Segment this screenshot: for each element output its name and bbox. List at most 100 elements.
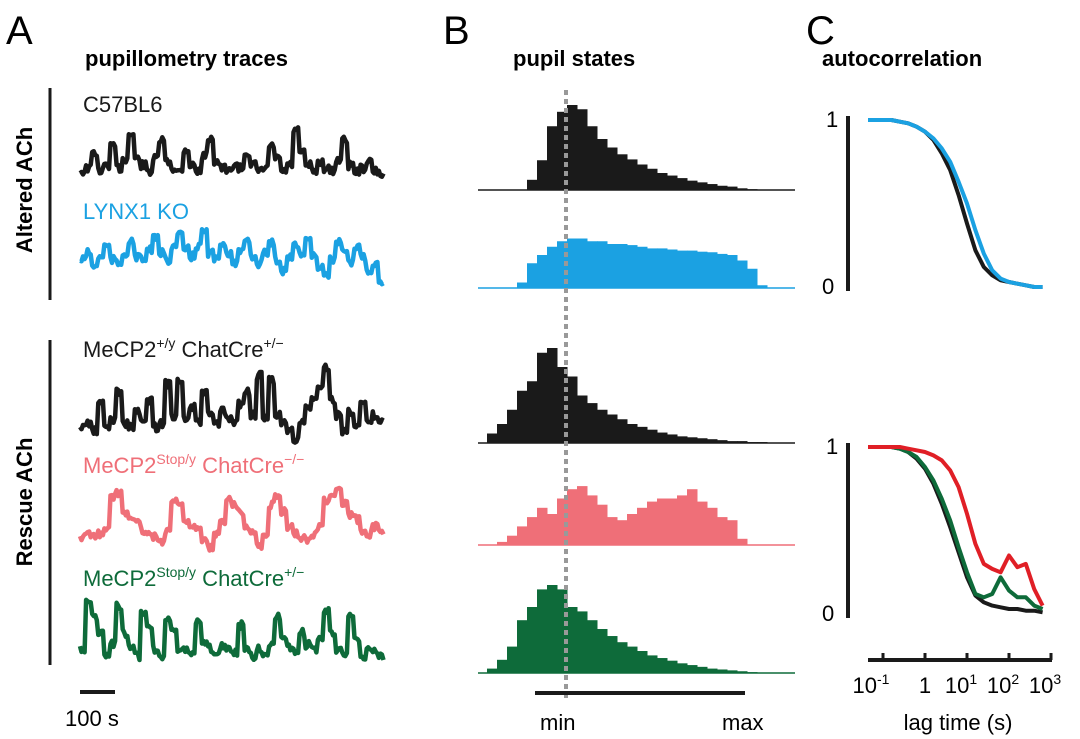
group-label-altered: Altered ACh bbox=[12, 127, 37, 253]
histogram-bar bbox=[707, 439, 718, 443]
histogram-bar bbox=[627, 245, 638, 288]
histogram-bar bbox=[527, 381, 538, 443]
histogram-bar bbox=[757, 285, 768, 288]
histogram-bar bbox=[497, 659, 508, 673]
pupil-trace bbox=[77, 597, 386, 663]
y-tick-label: 0 bbox=[822, 274, 834, 299]
histogram-bar bbox=[577, 486, 588, 545]
histogram-bar bbox=[687, 250, 698, 288]
histogram-bar bbox=[737, 260, 748, 288]
histogram-bar bbox=[627, 159, 638, 190]
histogram-bar bbox=[757, 442, 768, 443]
histogram-bar bbox=[547, 348, 558, 443]
histogram-bar bbox=[747, 268, 758, 288]
histogram-bar bbox=[657, 432, 668, 443]
histogram-bar bbox=[587, 126, 598, 190]
histogram-bar bbox=[587, 403, 598, 443]
histogram-bar bbox=[677, 178, 688, 190]
histogram-bar bbox=[517, 282, 528, 288]
histogram-bar bbox=[637, 507, 648, 545]
x-tick-label: 103 bbox=[1029, 671, 1061, 698]
histogram-bar bbox=[507, 409, 518, 443]
trace-label: MeCP2+/y ChatCre+/− bbox=[83, 335, 284, 362]
pupil-trace bbox=[78, 125, 386, 179]
histogram-bar bbox=[727, 441, 738, 443]
histogram-bar bbox=[537, 160, 548, 190]
histogram-bar bbox=[707, 184, 718, 190]
histogram-bar bbox=[557, 498, 568, 545]
histogram-bar bbox=[497, 424, 508, 443]
histogram-bar bbox=[697, 501, 708, 545]
pupil-trace bbox=[79, 226, 385, 287]
histogram-bar bbox=[717, 440, 728, 443]
histogram-bar bbox=[537, 352, 548, 443]
histogram-bar bbox=[627, 646, 638, 673]
histogram-bar bbox=[537, 255, 548, 288]
histogram-bar bbox=[667, 660, 678, 673]
panel-letter-a: A bbox=[6, 9, 33, 53]
histogram-group bbox=[478, 105, 795, 674]
histogram-bar bbox=[567, 105, 578, 190]
pupil-trace bbox=[78, 362, 385, 445]
panel-b-title: pupil states bbox=[513, 46, 635, 71]
histogram-bar bbox=[497, 541, 508, 545]
histogram-bar bbox=[727, 520, 738, 545]
histogram-bar bbox=[547, 246, 558, 288]
x-axis-label: lag time (s) bbox=[904, 710, 1013, 735]
histogram-bar bbox=[607, 414, 618, 443]
histogram-bar bbox=[737, 671, 748, 673]
histogram-bar bbox=[637, 651, 648, 673]
autocorrelation-line-green bbox=[868, 445, 1044, 611]
histogram-bar bbox=[527, 179, 538, 190]
histogram-bar bbox=[527, 517, 538, 545]
histogram-bar bbox=[547, 585, 558, 673]
histogram-bar bbox=[617, 642, 628, 673]
histogram-bar bbox=[647, 248, 658, 288]
x-ticks: 10-1 1 101 102 103 bbox=[853, 653, 1061, 698]
histogram-bar bbox=[537, 507, 548, 545]
histogram-bar bbox=[557, 367, 568, 443]
panel-a-title: pupillometry traces bbox=[85, 46, 288, 71]
histogram-bar bbox=[617, 154, 628, 190]
x-tick-label: 102 bbox=[987, 671, 1019, 698]
histogram-bar bbox=[687, 437, 698, 443]
histogram-bar bbox=[567, 376, 578, 443]
trace-label: C57BL6 bbox=[83, 92, 163, 117]
trace-group: C57BL6 LYNX1 KO MeCP2+/y ChatCre+/− MeCP2St… bbox=[77, 92, 386, 663]
histogram-bar bbox=[617, 244, 628, 288]
histogram-bar bbox=[657, 173, 668, 190]
panel-letter-b: B bbox=[443, 9, 470, 53]
histogram-bar bbox=[737, 188, 748, 190]
histogram-bar bbox=[607, 517, 618, 545]
histogram-bar bbox=[697, 438, 708, 443]
histogram-bar bbox=[647, 168, 658, 190]
histogram-bar bbox=[737, 538, 748, 545]
group-label-rescue: Rescue ACh bbox=[12, 438, 37, 567]
histogram-bar bbox=[707, 252, 718, 288]
histogram-bar bbox=[567, 489, 578, 545]
histogram-bar bbox=[597, 629, 608, 673]
histogram-bar bbox=[657, 248, 668, 288]
histogram-bar bbox=[637, 164, 648, 190]
histogram-bar bbox=[507, 535, 518, 545]
histogram-bar bbox=[667, 175, 678, 190]
histogram-bar bbox=[737, 441, 748, 443]
histogram-bar bbox=[747, 672, 758, 673]
histogram-bar bbox=[597, 139, 608, 190]
histogram-bar bbox=[487, 433, 498, 443]
autocorrelation-line-red bbox=[868, 445, 1045, 607]
histogram-bar bbox=[557, 241, 568, 288]
histogram-bar bbox=[577, 611, 588, 673]
histogram-bar bbox=[657, 498, 668, 545]
histogram-bar bbox=[687, 180, 698, 190]
histogram-bar bbox=[547, 514, 558, 545]
histogram-bar bbox=[637, 246, 648, 288]
histogram-bar bbox=[677, 495, 688, 545]
autocorrelation-group: 1 0 1 0 bbox=[822, 107, 1045, 626]
histogram-bar bbox=[727, 255, 738, 288]
y-tick-label: 0 bbox=[822, 601, 834, 626]
histogram-bar bbox=[727, 186, 738, 190]
trace-label: MeCP2Stop/y ChatCre−/− bbox=[83, 451, 304, 478]
histogram-bar bbox=[517, 390, 528, 443]
